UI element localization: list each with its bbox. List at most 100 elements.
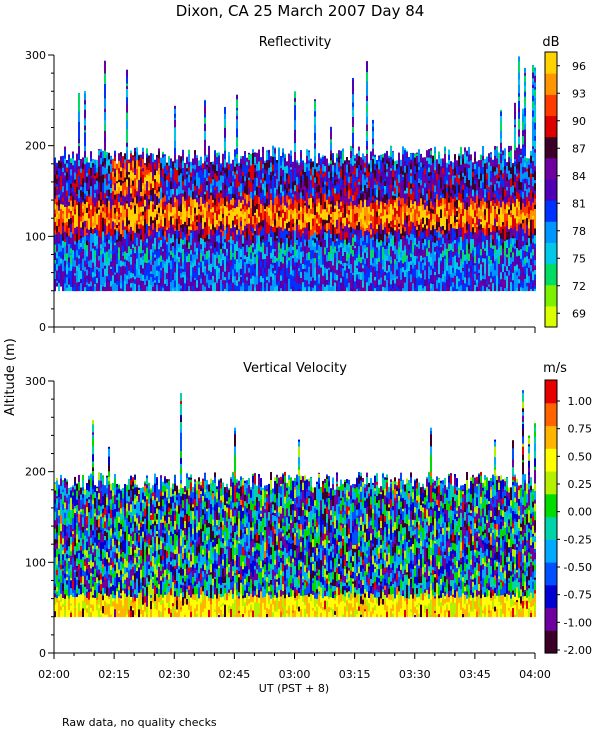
heatmap-cell xyxy=(106,279,108,287)
heatmap-cell xyxy=(196,194,198,198)
heatmap-cell xyxy=(148,175,150,182)
heatmap-cell xyxy=(268,187,270,194)
heatmap-cell xyxy=(316,166,318,172)
heatmap-cell xyxy=(158,191,160,199)
heatmap-cell xyxy=(76,242,78,251)
heatmap-cell xyxy=(158,246,160,250)
heatmap-cell xyxy=(190,161,192,166)
heatmap-cell xyxy=(402,161,404,165)
heatmap-cell xyxy=(386,264,388,271)
heatmap-cell xyxy=(264,173,266,181)
heatmap-cell xyxy=(224,196,226,207)
heatmap-cell xyxy=(390,197,392,205)
heatmap-cell xyxy=(414,237,416,246)
heatmap-cell xyxy=(228,241,230,252)
heatmap-cell xyxy=(194,265,196,273)
heatmap-cell xyxy=(68,270,70,279)
heatmap-cell xyxy=(244,264,246,274)
heatmap-cell xyxy=(296,257,298,263)
heatmap-cell xyxy=(60,203,62,209)
heatmap-cell xyxy=(82,208,84,213)
heatmap-cell xyxy=(70,187,72,194)
heatmap-cell xyxy=(102,199,104,205)
heatmap-cell xyxy=(164,155,166,160)
heatmap-cell xyxy=(76,249,78,258)
heatmap-cell xyxy=(102,157,104,162)
heatmap-cell xyxy=(278,219,280,227)
heatmap-cell xyxy=(404,193,406,200)
heatmap-cell xyxy=(150,271,152,274)
heatmap-cell xyxy=(284,282,286,292)
heatmap-cell xyxy=(84,191,86,194)
heatmap-cell xyxy=(384,275,386,281)
heatmap-cell xyxy=(294,119,296,125)
heatmap-cell xyxy=(122,288,124,292)
heatmap-cell xyxy=(366,206,368,213)
heatmap-cell xyxy=(316,274,318,282)
heatmap-cell xyxy=(282,148,284,153)
heatmap-cell xyxy=(418,269,420,277)
heatmap-cell xyxy=(56,174,58,179)
heatmap-cell xyxy=(94,192,96,198)
heatmap-cell xyxy=(386,270,388,273)
heatmap-cell xyxy=(142,196,144,205)
heatmap-cell xyxy=(402,179,404,184)
heatmap-cell xyxy=(252,223,254,228)
heatmap-cell xyxy=(336,184,338,190)
heatmap-cell xyxy=(286,181,288,189)
heatmap-cell xyxy=(214,189,216,199)
heatmap-cell xyxy=(72,279,74,288)
heatmap-cell xyxy=(430,171,432,176)
heatmap-cell xyxy=(334,252,336,259)
heatmap-cell xyxy=(384,188,386,195)
heatmap-cell xyxy=(236,173,238,181)
heatmap-cell xyxy=(362,287,364,292)
heatmap-cell xyxy=(412,262,414,269)
heatmap-cell xyxy=(284,249,286,256)
heatmap-cell xyxy=(102,231,104,241)
heatmap-cell xyxy=(330,142,332,151)
heatmap-cell xyxy=(360,212,362,220)
heatmap-cell xyxy=(124,189,126,197)
heatmap-cell xyxy=(386,211,388,215)
heatmap-cell xyxy=(392,209,394,215)
heatmap-cell xyxy=(166,265,168,274)
heatmap-cell xyxy=(242,234,244,244)
heatmap-cell xyxy=(284,166,286,173)
heatmap-cell xyxy=(206,234,208,241)
heatmap-cell xyxy=(122,221,124,230)
heatmap-cell xyxy=(314,132,316,140)
heatmap-cell xyxy=(108,239,110,244)
heatmap-cell xyxy=(330,267,332,273)
heatmap-cell xyxy=(224,150,226,160)
heatmap-cell xyxy=(60,195,62,205)
heatmap-cell xyxy=(156,231,158,239)
heatmap-cell xyxy=(228,151,230,156)
heatmap-cell xyxy=(210,286,212,292)
heatmap-cell xyxy=(326,181,328,186)
heatmap-cell xyxy=(230,185,232,195)
heatmap-cell xyxy=(376,216,378,225)
heatmap-cell xyxy=(176,183,178,189)
heatmap-cell xyxy=(298,219,300,225)
heatmap-cell xyxy=(336,269,338,275)
heatmap-cell xyxy=(322,271,324,276)
heatmap-cell xyxy=(80,168,82,173)
heatmap-cell xyxy=(292,226,294,231)
heatmap-cell xyxy=(68,267,70,271)
heatmap-cell xyxy=(366,191,368,201)
heatmap-cell xyxy=(158,282,160,288)
heatmap-cell xyxy=(214,154,216,157)
heatmap-cell xyxy=(218,157,220,166)
heatmap-cell xyxy=(80,285,82,292)
heatmap-cell xyxy=(124,169,126,178)
heatmap-cell xyxy=(104,265,106,269)
heatmap-cell xyxy=(222,170,224,176)
heatmap-cell xyxy=(402,280,404,289)
heatmap-cell xyxy=(306,260,308,264)
heatmap-cell xyxy=(416,246,418,249)
heatmap-cell xyxy=(364,199,366,208)
heatmap-cell xyxy=(406,223,408,232)
heatmap-cell xyxy=(336,280,338,287)
heatmap-cell xyxy=(346,244,348,252)
